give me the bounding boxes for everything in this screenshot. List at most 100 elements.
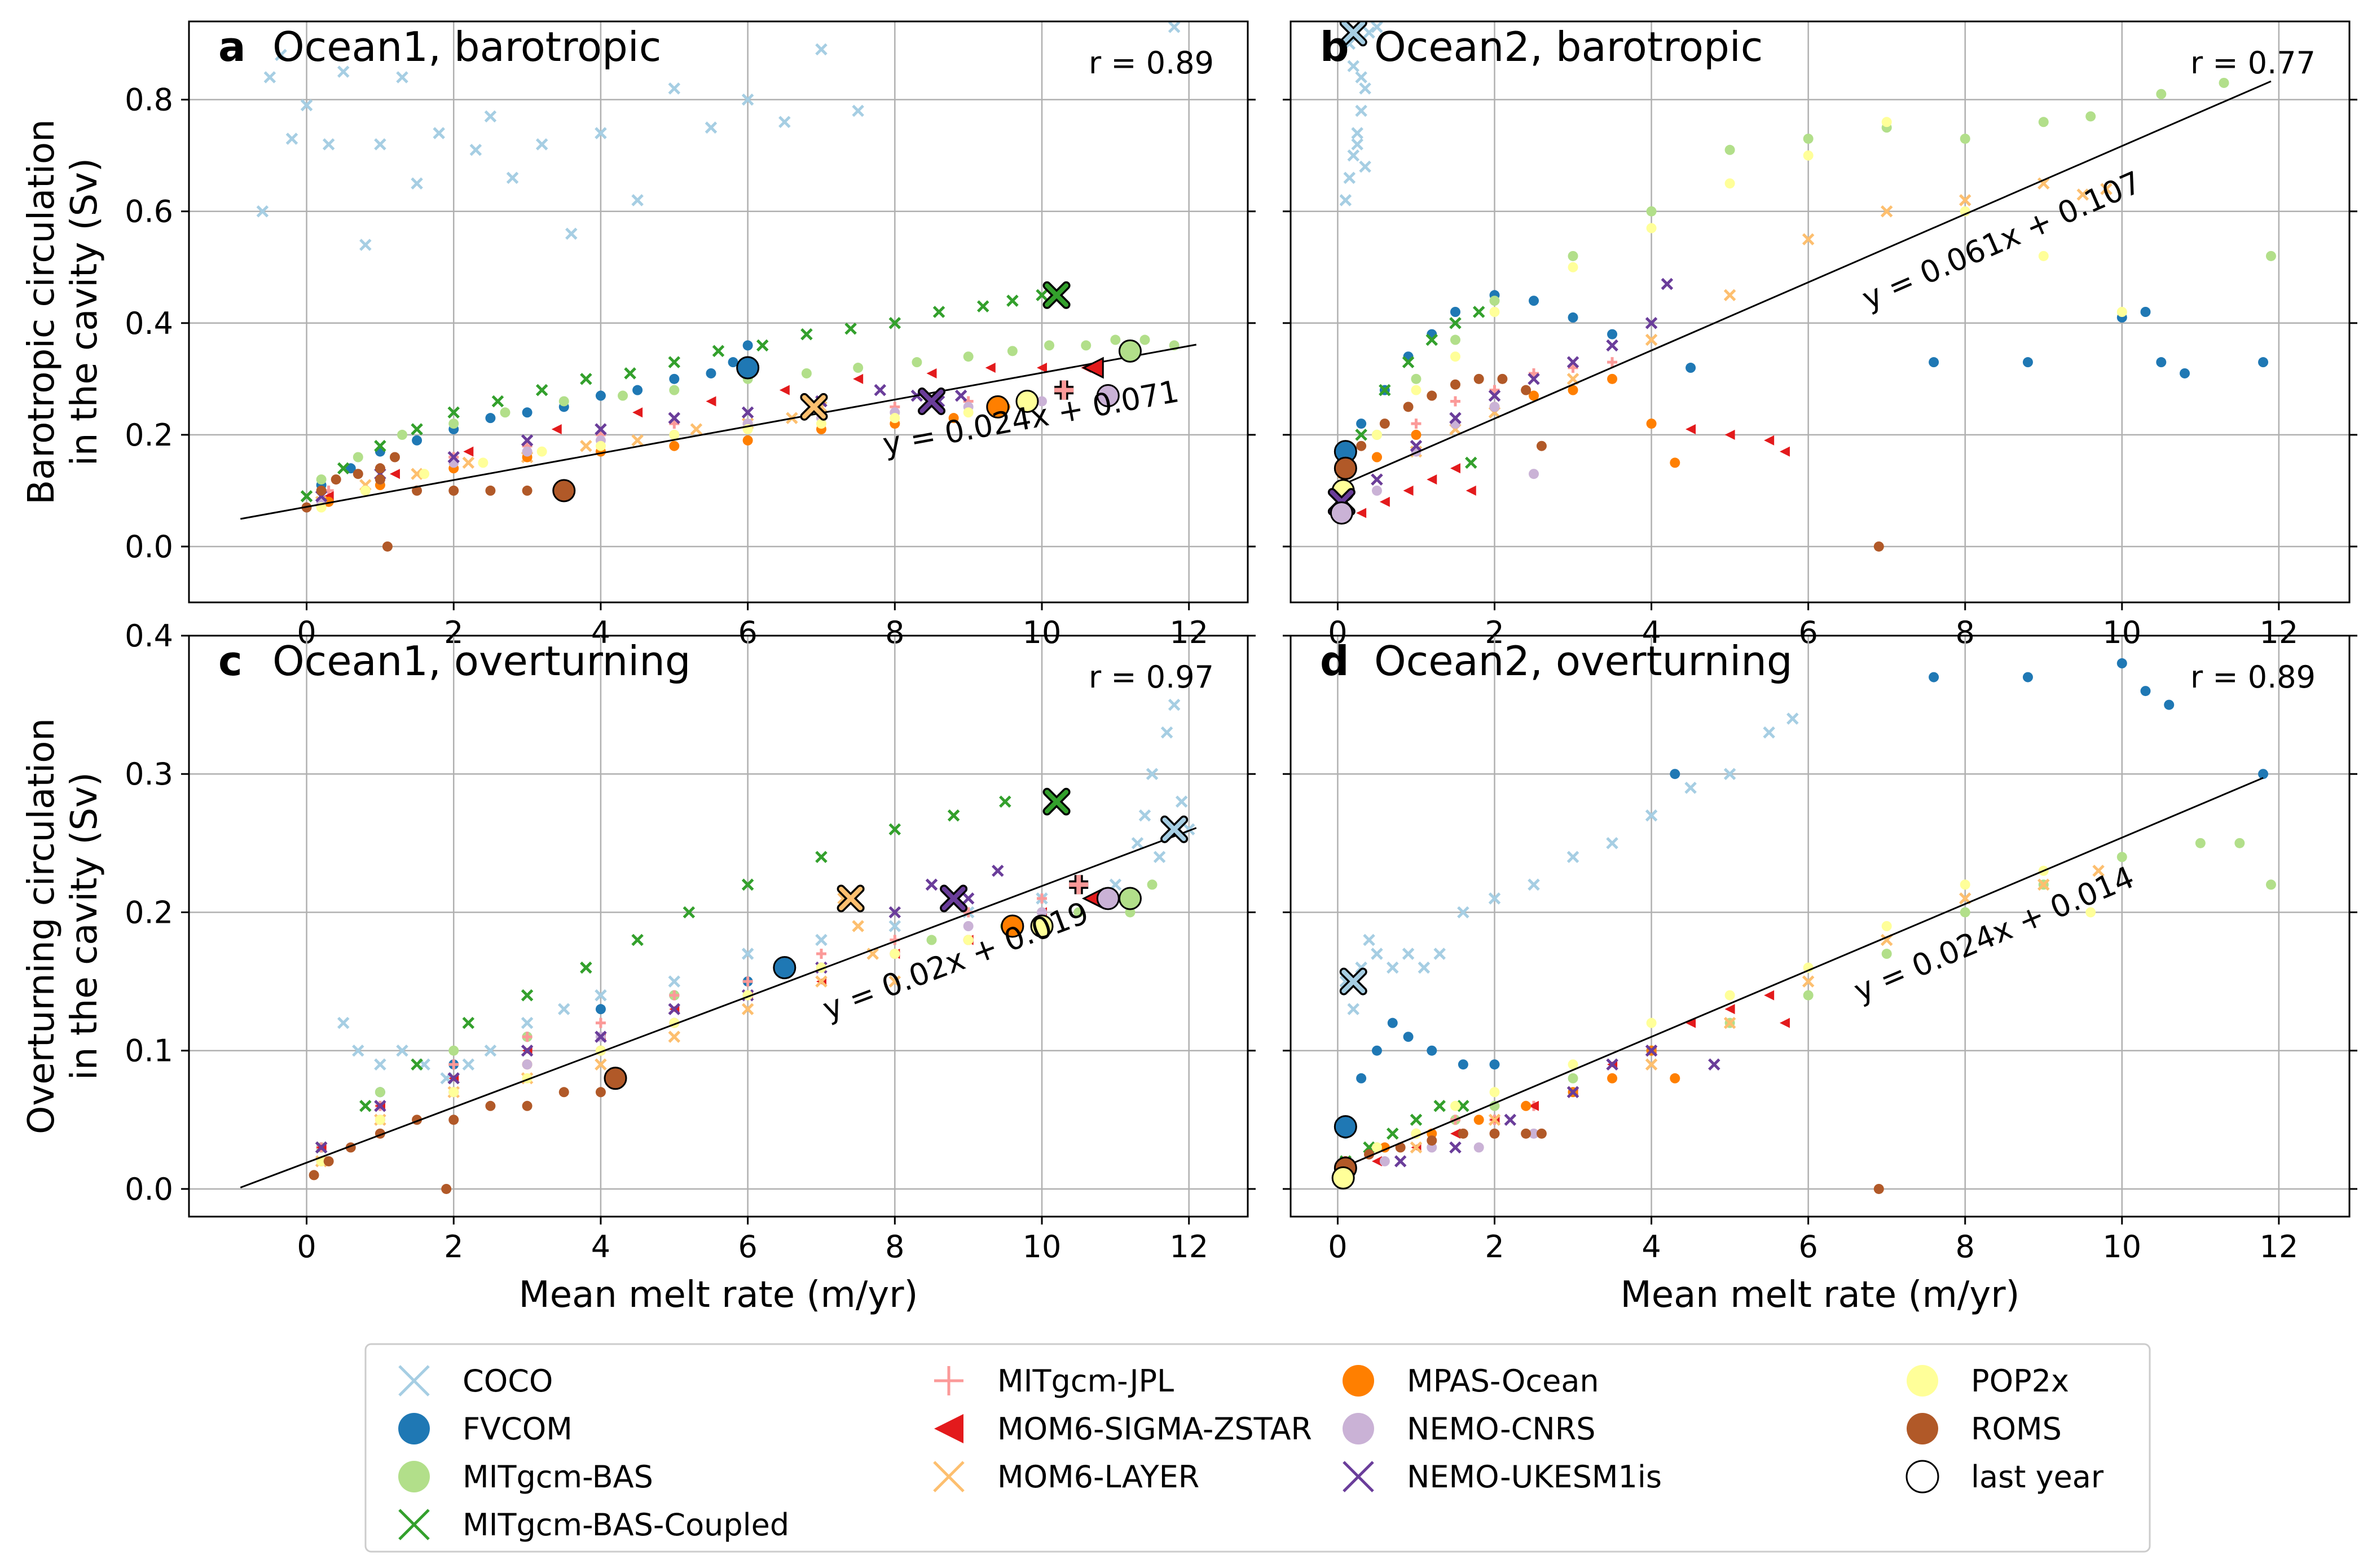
data-point	[1006, 294, 1019, 307]
series-mom6-sigma-zstar	[1340, 990, 1790, 1181]
series-mitgcm-bas-coupled	[300, 289, 1063, 503]
y-axis-label: Barotropic circulationin the cavity (Sv)	[21, 119, 105, 505]
data-point	[1529, 296, 1539, 306]
correlation-label: r = 0.89	[2190, 659, 2316, 695]
data-point	[756, 339, 769, 352]
data-point	[521, 434, 534, 447]
legend-item: ROMS	[1907, 1411, 2062, 1447]
data-point	[1670, 457, 1680, 468]
last-year-point	[1118, 887, 1142, 910]
data-point	[1433, 1100, 1446, 1112]
data-point	[1528, 878, 1540, 891]
data-point	[1661, 278, 1674, 290]
data-point	[1960, 133, 1970, 144]
series-mitgcm-bas-coupled	[1335, 306, 1485, 497]
data-point	[1488, 389, 1501, 402]
data-point	[1402, 948, 1415, 960]
data-point	[1724, 178, 1735, 189]
data-point	[1568, 363, 1578, 373]
data-point	[322, 138, 335, 151]
x-tick-label: 0	[1328, 1229, 1347, 1265]
data-point	[1803, 133, 1814, 144]
data-point	[1929, 672, 1939, 682]
last-year-point	[604, 1067, 627, 1090]
data-point	[1457, 1100, 1469, 1112]
data-point	[668, 412, 681, 424]
data-point	[1138, 809, 1151, 822]
data-point	[448, 1087, 459, 1098]
data-point	[1686, 424, 1696, 434]
data-point	[1724, 144, 1735, 155]
data-point	[815, 933, 828, 946]
data-point	[1371, 485, 1382, 496]
y-tick-label: 0.1	[125, 1033, 173, 1069]
panel-letter: b	[1320, 23, 1349, 71]
data-point	[316, 474, 327, 485]
data-point	[1387, 1018, 1398, 1028]
data-point	[1343, 171, 1356, 184]
legend-label: COCO	[463, 1363, 553, 1399]
data-point	[2195, 838, 2206, 848]
data-point	[263, 71, 276, 83]
data-point	[1873, 1183, 1884, 1194]
data-point	[1386, 961, 1399, 974]
panel-title: Ocean1, barotropic	[272, 23, 661, 71]
legend-marker	[934, 1414, 963, 1443]
last-year-point	[552, 479, 576, 503]
fit-line	[240, 827, 1197, 1188]
legend-marker	[1343, 1461, 1374, 1492]
data-point	[728, 357, 738, 368]
data-point	[1568, 1059, 1578, 1070]
y-tick-label: 0.3	[125, 756, 173, 792]
data-point	[1723, 1016, 1736, 1029]
data-point	[741, 93, 754, 106]
y-tick-label: 0.2	[125, 895, 173, 930]
data-point	[375, 474, 385, 485]
data-point	[1645, 1058, 1658, 1071]
data-point	[668, 1003, 681, 1015]
data-point	[1450, 334, 1460, 345]
data-point	[1960, 879, 1970, 890]
data-point	[1684, 781, 1697, 794]
data-point	[963, 351, 974, 362]
legend-item: last year	[1905, 1459, 2104, 1495]
ticks: 0 2 4 6 8 10 12	[1283, 99, 2357, 650]
data-point	[1645, 1044, 1658, 1057]
data-point	[1521, 1128, 1532, 1139]
legend-label: FVCOM	[463, 1411, 573, 1447]
data-point	[1723, 768, 1736, 781]
panel-c: y = 0.02x + 0.019 0 2 4 6 8 10 12 0.0 0.1 0.2 0.3 0.…	[125, 618, 1256, 1265]
data-point	[2164, 699, 2175, 710]
data-point	[359, 239, 372, 251]
data-point	[1379, 1156, 1390, 1166]
data-point	[1724, 990, 1735, 1001]
series-mitgcm-jpl	[316, 879, 1084, 1153]
panels: y = 0.024x + 0.071 0 2 4 6 8 10 12 0.0 0.2 0.4 0.6 0…	[125, 20, 2357, 1265]
data-point	[1529, 368, 1539, 378]
data-point	[1568, 312, 1578, 323]
legend-item: MOM6-LAYER	[933, 1459, 1199, 1495]
last-year-point	[1330, 501, 1353, 525]
data-point	[1529, 1100, 1539, 1111]
data-point	[668, 1030, 681, 1043]
correlation-label: r = 0.89	[1089, 45, 1214, 81]
last-year-point	[1331, 1166, 1355, 1190]
series-roms	[1340, 1128, 1884, 1194]
x-tick-label: 4	[1642, 1229, 1661, 1265]
data-point	[1724, 1004, 1735, 1015]
last-year-point	[1339, 21, 1367, 47]
legend-label: NEMO-CNRS	[1407, 1411, 1596, 1447]
data-point	[375, 1087, 385, 1098]
data-point	[668, 975, 681, 988]
series-mpas-ocean	[1340, 1045, 1680, 1166]
data-point	[1568, 262, 1578, 272]
data-point	[1351, 127, 1363, 139]
data-point	[522, 1059, 533, 1070]
legend-marker	[934, 1366, 963, 1395]
data-point	[337, 1016, 350, 1029]
data-point	[948, 413, 959, 424]
data-point	[705, 121, 718, 134]
data-point	[1959, 194, 1971, 206]
data-point	[1371, 948, 1383, 960]
data-point	[256, 205, 269, 218]
